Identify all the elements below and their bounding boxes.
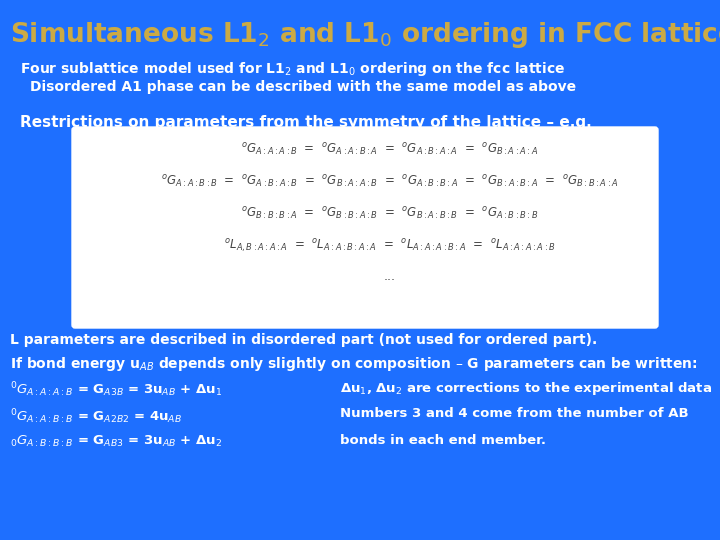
Text: $^oL_{A,B:A:A:A}$  =  $^oL_{A:A:B:A:A}$  =  $^oL_{A:A:A:B:A}$  =  $^oL_{A:A:A:A:: $^oL_{A,B:A:A:A}$ = $^oL_{A:A:B:A:A}$ = …: [224, 238, 556, 255]
Text: $^oG_{A:A:B:B}$  =  $^oG_{A:B:A:B}$  =  $^oG_{B:A:A:B}$  =  $^oG_{A:B:B:A}$  =  : $^oG_{A:A:B:B}$ = $^oG_{A:B:A:B}$ = $^oG…: [161, 174, 618, 190]
Text: $^0G_{A:A:A:B}$ = G$_{A3B}$ = 3u$_{AB}$ + Δu$_1$: $^0G_{A:A:A:B}$ = G$_{A3B}$ = 3u$_{AB}$ …: [10, 380, 222, 399]
Text: $^oG_{B:B:B:A}$  =  $^oG_{B:B:A:B}$  =  $^oG_{B:A:B:B}$  =  $^oG_{A:B:B:B}$: $^oG_{B:B:B:A}$ = $^oG_{B:B:A:B}$ = $^oG…: [241, 206, 539, 222]
Text: Numbers 3 and 4 come from the number of AB: Numbers 3 and 4 come from the number of …: [340, 407, 688, 420]
Text: Four sublattice model used for L1$_2$ and L1$_0$ ordering on the fcc lattice: Four sublattice model used for L1$_2$ an…: [20, 60, 565, 78]
Text: Δu$_1$, Δu$_2$ are corrections to the experimental data: Δu$_1$, Δu$_2$ are corrections to the ex…: [340, 380, 712, 397]
Text: ...: ...: [384, 270, 396, 283]
Text: L parameters are described in disordered part (not used for ordered part).: L parameters are described in disordered…: [10, 333, 598, 347]
Text: Simultaneous L1$_2$ and L1$_0$ ordering in FCC lattice: Simultaneous L1$_2$ and L1$_0$ ordering …: [10, 20, 720, 50]
Text: $_0G_{A:B:B:B}$ = G$_{AB3}$ = 3u$_{AB}$ + Δu$_2$: $_0G_{A:B:B:B}$ = G$_{AB3}$ = 3u$_{AB}$ …: [10, 434, 222, 449]
Text: bonds in each end member.: bonds in each end member.: [340, 434, 546, 447]
Text: Restrictions on parameters from the symmetry of the lattice – e.g.: Restrictions on parameters from the symm…: [20, 115, 592, 130]
FancyBboxPatch shape: [72, 127, 658, 328]
Text: Disordered A1 phase can be described with the same model as above: Disordered A1 phase can be described wit…: [30, 80, 576, 94]
Text: $^0G_{A:A:B:B}$ = G$_{A2B2}$ = 4u$_{AB}$: $^0G_{A:A:B:B}$ = G$_{A2B2}$ = 4u$_{AB}$: [10, 407, 182, 426]
Text: If bond energy u$_{AB}$ depends only slightly on composition – G parameters can : If bond energy u$_{AB}$ depends only sli…: [10, 355, 698, 373]
Text: $^oG_{A:A:A:B}$  =  $^oG_{A:A:B:A}$  =  $^oG_{A:B:A:A}$  =  $^oG_{B:A:A:A}$: $^oG_{A:A:A:B}$ = $^oG_{A:A:B:A}$ = $^oG…: [241, 142, 539, 158]
